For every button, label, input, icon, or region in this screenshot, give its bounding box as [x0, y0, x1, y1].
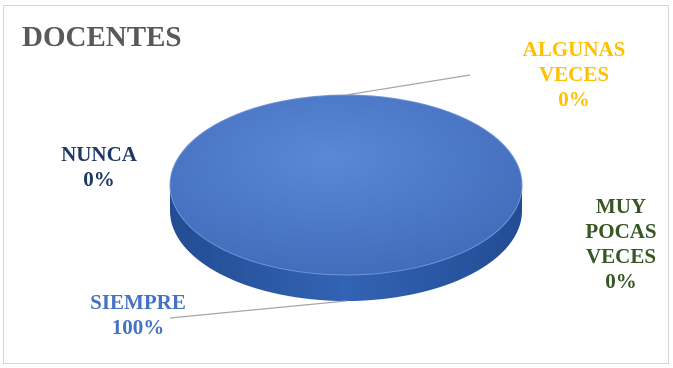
data-label-nunca-name: NUNCA	[61, 142, 137, 166]
data-label-siempre-name: SIEMPRE	[90, 290, 186, 314]
data-label-algunas-pct: 0%	[558, 87, 590, 111]
data-label-nunca: NUNCA 0%	[46, 142, 152, 192]
data-label-muy-pocas-pct: 0%	[605, 269, 637, 293]
leader-line-algunas	[345, 74, 471, 96]
data-label-nunca-pct: 0%	[83, 167, 115, 191]
pie-side-wall	[170, 185, 522, 301]
data-label-algunas-name-2: VECES	[538, 62, 610, 86]
data-label-muy-pocas-name-2: POCAS	[585, 219, 657, 243]
data-label-algunas-veces: ALGUNAS VECES 0%	[505, 37, 643, 112]
pie-slice-siempre	[170, 95, 522, 275]
data-label-algunas-name-1: ALGUNAS	[522, 37, 626, 61]
pie-slices	[169, 94, 523, 301]
data-label-muy-pocas-name-1: MUY	[595, 194, 647, 218]
leader-line-siempre	[169, 300, 347, 319]
data-label-siempre-pct: 100%	[111, 315, 165, 339]
data-label-muy-pocas-name-3: VECES	[585, 244, 657, 268]
data-label-muy-pocas-veces: MUY POCAS VECES 0%	[576, 194, 666, 294]
data-label-siempre: SIEMPRE 100%	[66, 290, 210, 340]
chart-title: DOCENTES	[22, 21, 182, 53]
